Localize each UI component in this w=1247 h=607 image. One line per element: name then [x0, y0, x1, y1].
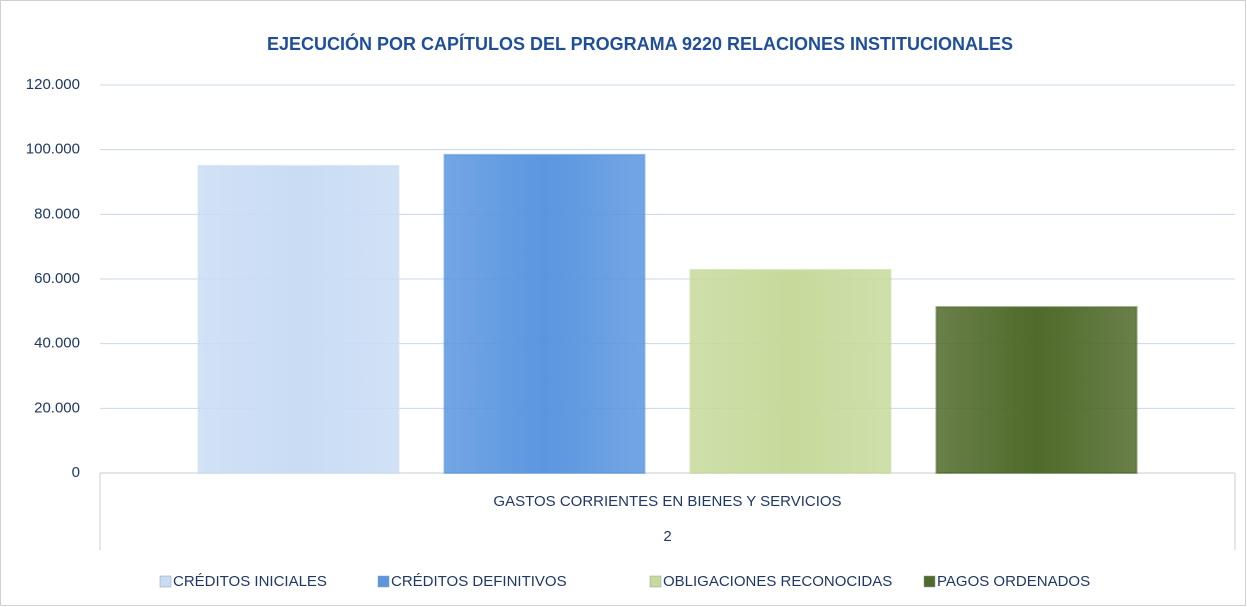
x-group-label: 2 [663, 528, 671, 545]
legend-swatch [159, 575, 172, 588]
y-tick-label: 20.000 [34, 399, 80, 416]
y-tick-label: 80.000 [34, 205, 80, 222]
y-tick-label: 120.000 [26, 76, 80, 93]
legend-swatch [377, 575, 390, 588]
legend-swatch [649, 575, 662, 588]
bar [197, 164, 400, 474]
x-tick-label: GASTOS CORRIENTES EN BIENES Y SERVICIOS [493, 493, 841, 510]
legend-label: CRÉDITOS INICIALES [173, 573, 327, 590]
bar [689, 268, 892, 474]
chart-title: EJECUCIÓN POR CAPÍTULOS DEL PROGRAMA 922… [267, 33, 1013, 54]
legend-label: PAGOS ORDENADOS [937, 573, 1090, 590]
bar [935, 306, 1138, 474]
legend-label: CRÉDITOS DEFINITIVOS [391, 573, 567, 590]
y-tick-label: 40.000 [34, 335, 80, 352]
y-tick-label: 60.000 [34, 270, 80, 287]
bar [443, 153, 646, 474]
y-tick-label: 100.000 [26, 141, 80, 158]
legend-label: OBLIGACIONES RECONOCIDAS [663, 573, 892, 590]
y-tick-label: 0 [72, 464, 80, 481]
legend-swatch [923, 575, 936, 588]
